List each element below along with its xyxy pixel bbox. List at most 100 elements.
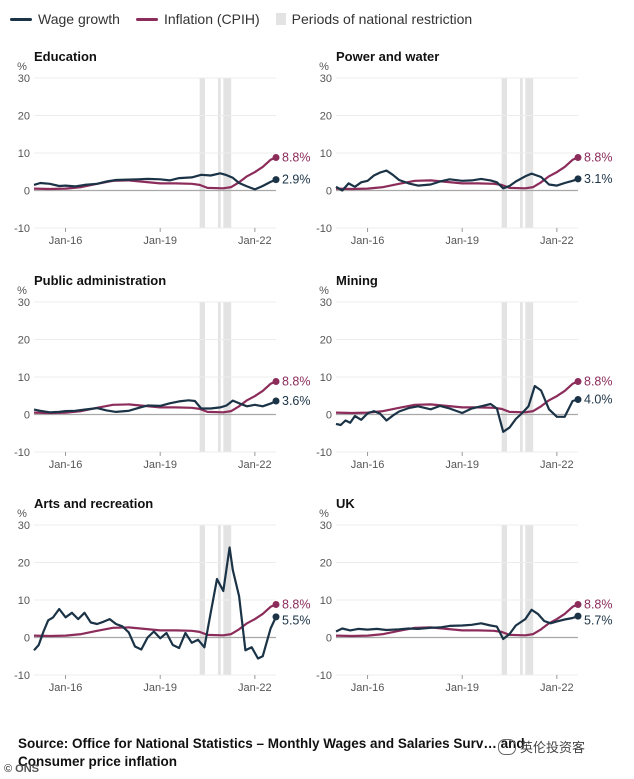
y-tick-label: 0 bbox=[326, 633, 332, 645]
panel-1: Education% -10 0 10 20 30 Jan-16 Jan-19 Jan-22 8.… bbox=[14, 49, 310, 247]
y-tick-label: 10 bbox=[320, 595, 332, 607]
y-unit-label: % bbox=[17, 508, 27, 520]
x-tick-label: Jan-19 bbox=[445, 682, 479, 694]
panel-title: Arts and recreation bbox=[34, 496, 153, 511]
y-tick-label: 10 bbox=[320, 148, 332, 160]
source-note: Source: Office for National Statistics –… bbox=[18, 736, 525, 769]
y-tick-label: 0 bbox=[24, 410, 30, 422]
legend-label-wage: Wage growth bbox=[38, 11, 120, 27]
wage-end-point bbox=[574, 175, 582, 183]
wage-end-label: 3.1% bbox=[584, 172, 613, 186]
panel-title: Power and water bbox=[336, 49, 439, 64]
wage-line bbox=[33, 172, 277, 191]
y-tick-label: 30 bbox=[320, 73, 332, 85]
panel-3: Public administration% -10 0 10 20 30 Jan-16 Ja… bbox=[14, 273, 310, 471]
x-tick-label: Jan-19 bbox=[143, 682, 177, 694]
legend-swatch-restriction bbox=[275, 13, 286, 25]
wage-line bbox=[335, 384, 579, 433]
inflation-end-point bbox=[272, 378, 280, 385]
x-tick-label: Jan-22 bbox=[540, 682, 574, 694]
wage-end-point bbox=[272, 397, 280, 405]
x-tick-label: Jan-22 bbox=[540, 459, 574, 471]
panel-title: Public administration bbox=[34, 273, 166, 288]
x-tick-label: Jan-22 bbox=[238, 235, 272, 247]
wage-end-point bbox=[272, 613, 280, 621]
inflation-end-point bbox=[574, 378, 582, 385]
x-tick-label: Jan-19 bbox=[445, 235, 479, 247]
x-tick-label: Jan-19 bbox=[143, 459, 177, 471]
inflation-end-label: 8.8% bbox=[282, 151, 311, 165]
inflation-line bbox=[33, 603, 277, 638]
x-tick-label: Jan-22 bbox=[238, 459, 272, 471]
wage-end-label: 5.5% bbox=[282, 614, 311, 628]
y-tick-label: 30 bbox=[320, 520, 332, 532]
legend-item-inflation: Inflation (CPIH) bbox=[135, 11, 260, 27]
panel-title: UK bbox=[336, 496, 355, 511]
x-tick-label: Jan-16 bbox=[49, 459, 83, 471]
inflation-end-point bbox=[272, 154, 280, 161]
y-tick-label: 10 bbox=[320, 372, 332, 384]
y-tick-label: 10 bbox=[18, 148, 30, 160]
panel-4: Mining% -10 0 10 20 30 Jan-16 Jan-19 Jan-22 8.8% 4… bbox=[316, 273, 612, 471]
legend-item-restriction: Periods of national restriction bbox=[275, 11, 473, 27]
y-tick-label: 10 bbox=[18, 595, 30, 607]
wage-end-label: 3.6% bbox=[282, 394, 311, 408]
legend-label-inflation: Inflation (CPIH) bbox=[163, 11, 260, 27]
y-tick-label: 0 bbox=[24, 633, 30, 645]
wage-end-label: 5.7% bbox=[584, 614, 613, 628]
y-tick-label: 20 bbox=[320, 335, 332, 347]
legend-item-wage: Wage growth bbox=[10, 11, 120, 27]
y-tick-label: -10 bbox=[316, 447, 332, 459]
x-tick-label: Jan-16 bbox=[351, 459, 385, 471]
inflation-end-label: 8.8% bbox=[584, 375, 613, 389]
y-tick-label: -10 bbox=[316, 670, 332, 682]
y-tick-label: 20 bbox=[18, 558, 30, 570]
wage-line bbox=[335, 169, 579, 192]
y-tick-label: -10 bbox=[14, 447, 30, 459]
wage-line bbox=[335, 608, 579, 641]
x-tick-label: Jan-19 bbox=[445, 459, 479, 471]
inflation-line bbox=[335, 380, 579, 415]
y-tick-label: 20 bbox=[320, 111, 332, 123]
inflation-line bbox=[33, 156, 277, 191]
y-tick-label: 20 bbox=[18, 335, 30, 347]
legend-label-restriction: Periods of national restriction bbox=[291, 11, 473, 27]
x-tick-label: Jan-22 bbox=[540, 235, 574, 247]
y-unit-label: % bbox=[319, 61, 329, 73]
legend-swatch-inflation bbox=[135, 17, 158, 21]
watermark: 英伦投资客 bbox=[498, 737, 585, 756]
x-tick-label: Jan-16 bbox=[49, 682, 83, 694]
panel-title: Mining bbox=[336, 273, 378, 288]
y-tick-label: 20 bbox=[320, 558, 332, 570]
wage-end-point bbox=[272, 176, 280, 184]
watermark-text: 英伦投资客 bbox=[520, 740, 586, 755]
ons-logo: © ONS bbox=[4, 763, 39, 775]
y-tick-label: -10 bbox=[14, 670, 30, 682]
wage-end-point bbox=[574, 612, 582, 620]
panel-title: Education bbox=[34, 49, 97, 64]
inflation-end-label: 8.8% bbox=[282, 598, 311, 612]
y-tick-label: -10 bbox=[14, 223, 30, 235]
wage-end-label: 4.0% bbox=[584, 393, 613, 407]
y-tick-label: -10 bbox=[316, 223, 332, 235]
inflation-line bbox=[33, 380, 277, 415]
panel-5: Arts and recreation% -10 0 10 20 30 Jan-16 Jan-… bbox=[14, 496, 310, 694]
y-tick-label: 20 bbox=[18, 111, 30, 123]
y-tick-label: 0 bbox=[24, 186, 30, 198]
wage-line bbox=[33, 399, 277, 414]
wechat-icon bbox=[498, 738, 516, 755]
x-tick-label: Jan-16 bbox=[351, 682, 385, 694]
y-tick-label: 10 bbox=[18, 372, 30, 384]
x-tick-label: Jan-19 bbox=[143, 235, 177, 247]
y-tick-label: 30 bbox=[18, 520, 30, 532]
y-tick-label: 0 bbox=[326, 410, 332, 422]
legend-swatch-wage bbox=[10, 17, 32, 21]
inflation-end-point bbox=[574, 154, 582, 161]
x-tick-label: Jan-16 bbox=[351, 235, 385, 247]
legend: Wage growth Inflation (CPIH) Periods of … bbox=[10, 8, 472, 30]
wage-end-point bbox=[574, 396, 582, 403]
x-tick-label: Jan-16 bbox=[49, 235, 83, 247]
y-unit-label: % bbox=[319, 508, 329, 520]
inflation-end-label: 8.8% bbox=[584, 151, 613, 165]
